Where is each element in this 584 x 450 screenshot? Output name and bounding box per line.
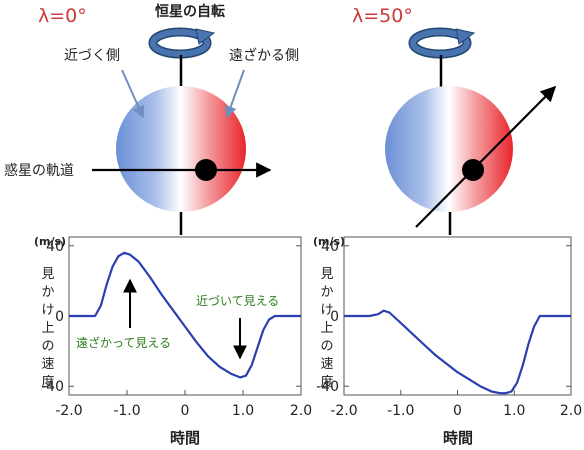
spin-arrow-icon bbox=[408, 27, 476, 59]
receding-pointer bbox=[225, 69, 245, 119]
y-tick-label: -40 bbox=[41, 379, 64, 395]
x-tick-label: 0 bbox=[453, 403, 462, 419]
plot-frame bbox=[68, 236, 302, 396]
y-axis-label-char: 上 bbox=[41, 321, 54, 336]
y-axis-label-char: の bbox=[41, 339, 54, 354]
y-axis-label-char: か bbox=[41, 285, 54, 300]
chart-marks: -2.0 -1.0 0 1.0 2.0 40 0 -40 bbox=[316, 239, 582, 419]
y-unit-label: (m/s) bbox=[313, 235, 345, 248]
left-star-diagram: λ=0° 恒星の自転 近づく側 遠ざかる側 惑星の軌道 bbox=[4, 3, 299, 235]
spin-arrow-icon bbox=[148, 27, 216, 59]
planet-icon bbox=[195, 159, 217, 181]
right-title: λ=50° bbox=[352, 5, 413, 27]
right-star-diagram: λ=50° bbox=[352, 5, 557, 235]
x-tick-label: -1.0 bbox=[387, 403, 414, 419]
y-unit-label: (m/s) bbox=[34, 235, 66, 248]
star-disk bbox=[116, 86, 246, 212]
y-axis-label-char: 見 bbox=[41, 267, 54, 282]
y-axis-label-char: け bbox=[320, 303, 333, 318]
annotation-approaching: 近づいて見える bbox=[196, 294, 279, 308]
x-axis-label: 時間 bbox=[170, 429, 200, 447]
y-tick-label: 0 bbox=[330, 309, 339, 325]
y-axis-label-char: 速 bbox=[41, 357, 54, 372]
y-tick-label: 40 bbox=[46, 239, 64, 255]
x-tick-label: 1.0 bbox=[503, 403, 525, 419]
planet-orbit-arrow bbox=[415, 85, 557, 228]
star-disk bbox=[385, 86, 513, 212]
annotation-receding: 遠ざかって見える bbox=[76, 335, 171, 350]
x-tick-label: 1.0 bbox=[232, 403, 254, 419]
y-axis-label-char: 速 bbox=[320, 357, 333, 372]
y-axis-label-char: の bbox=[320, 339, 333, 354]
y-axis-label-char: 度 bbox=[41, 374, 54, 390]
y-axis-label-char: 上 bbox=[320, 321, 333, 336]
star-rotation-label: 恒星の自転 bbox=[155, 3, 225, 20]
y-axis-label-char: か bbox=[320, 285, 333, 300]
y-tick-label: 40 bbox=[321, 239, 339, 255]
y-tick-label: -40 bbox=[316, 379, 339, 395]
x-tick-label: -2.0 bbox=[330, 403, 357, 419]
receding-side-label: 遠ざかる側 bbox=[229, 47, 299, 64]
y-axis-label-char: け bbox=[41, 303, 54, 318]
planet-icon bbox=[462, 159, 484, 181]
x-tick-label: -1.0 bbox=[113, 403, 140, 419]
y-axis-label-char: 見 bbox=[320, 267, 333, 282]
approaching-side-label: 近づく側 bbox=[64, 48, 120, 64]
x-tick-label: 0 bbox=[181, 403, 190, 419]
x-tick-label: -2.0 bbox=[55, 403, 82, 419]
y-axis-label-char: 度 bbox=[320, 374, 333, 390]
approaching-pointer bbox=[121, 69, 145, 119]
x-axis-label: 時間 bbox=[443, 429, 473, 447]
x-tick-label: 2.0 bbox=[560, 403, 582, 419]
chart-marks: -2.0 -1.0 0 1.0 2.0 40 0 -40 bbox=[41, 239, 312, 419]
orbit-label: 惑星の軌道 bbox=[4, 163, 74, 179]
left-title: λ=0° bbox=[38, 5, 87, 27]
plot-frame bbox=[343, 236, 572, 396]
y-tick-label: 0 bbox=[55, 309, 64, 325]
velocity-curve bbox=[344, 309, 571, 395]
velocity-curve bbox=[69, 251, 301, 379]
x-tick-label: 2.0 bbox=[290, 403, 312, 419]
